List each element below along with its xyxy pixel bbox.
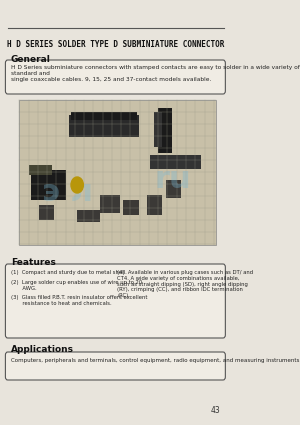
Text: H D SERIES SOLDER TYPE D SUBMINIATURE CONNECTOR: H D SERIES SOLDER TYPE D SUBMINIATURE CO… [7,40,224,49]
Bar [31,170,66,200]
FancyBboxPatch shape [5,352,225,380]
Text: H D Series subminiature connectors with stamped contacts are easy to solder in a: H D Series subminiature connectors with … [11,65,300,82]
Text: (1)  Compact and sturdy due to metal shell.: (1) Compact and sturdy due to metal shel… [11,270,127,275]
Text: General: General [11,55,51,64]
Bar [166,180,182,198]
Text: (4)  Available in various plug cases such as DT/ and
CT4. A wide variety of comb: (4) Available in various plug cases such… [117,270,254,298]
FancyBboxPatch shape [5,60,225,94]
Bar [77,210,100,222]
Text: Applications: Applications [11,345,74,354]
Bar [158,108,172,153]
Bar [29,165,52,175]
Bar [70,115,139,137]
Bar [124,200,139,215]
Bar [154,112,162,147]
Text: э л: э л [42,178,93,207]
Text: (2)  Large solder cup enables use of wire up to 20
       AWG.: (2) Large solder cup enables use of wire… [11,280,142,291]
Bar [19,100,216,245]
Text: 43: 43 [211,406,221,415]
Text: ru: ru [154,165,191,194]
Bar [147,195,162,215]
Circle shape [71,177,83,193]
Bar [39,205,54,220]
Text: Features: Features [11,258,56,267]
Bar [71,112,137,120]
Text: Computers, peripherals and terminals, control equipment, radio equipment, and me: Computers, peripherals and terminals, co… [11,358,300,363]
Bar [151,155,201,169]
FancyBboxPatch shape [5,264,225,338]
Text: (3)  Glass filled P.B.T. resin insulator offers excellent
       resistance to h: (3) Glass filled P.B.T. resin insulator … [11,295,147,306]
Bar [100,195,120,213]
